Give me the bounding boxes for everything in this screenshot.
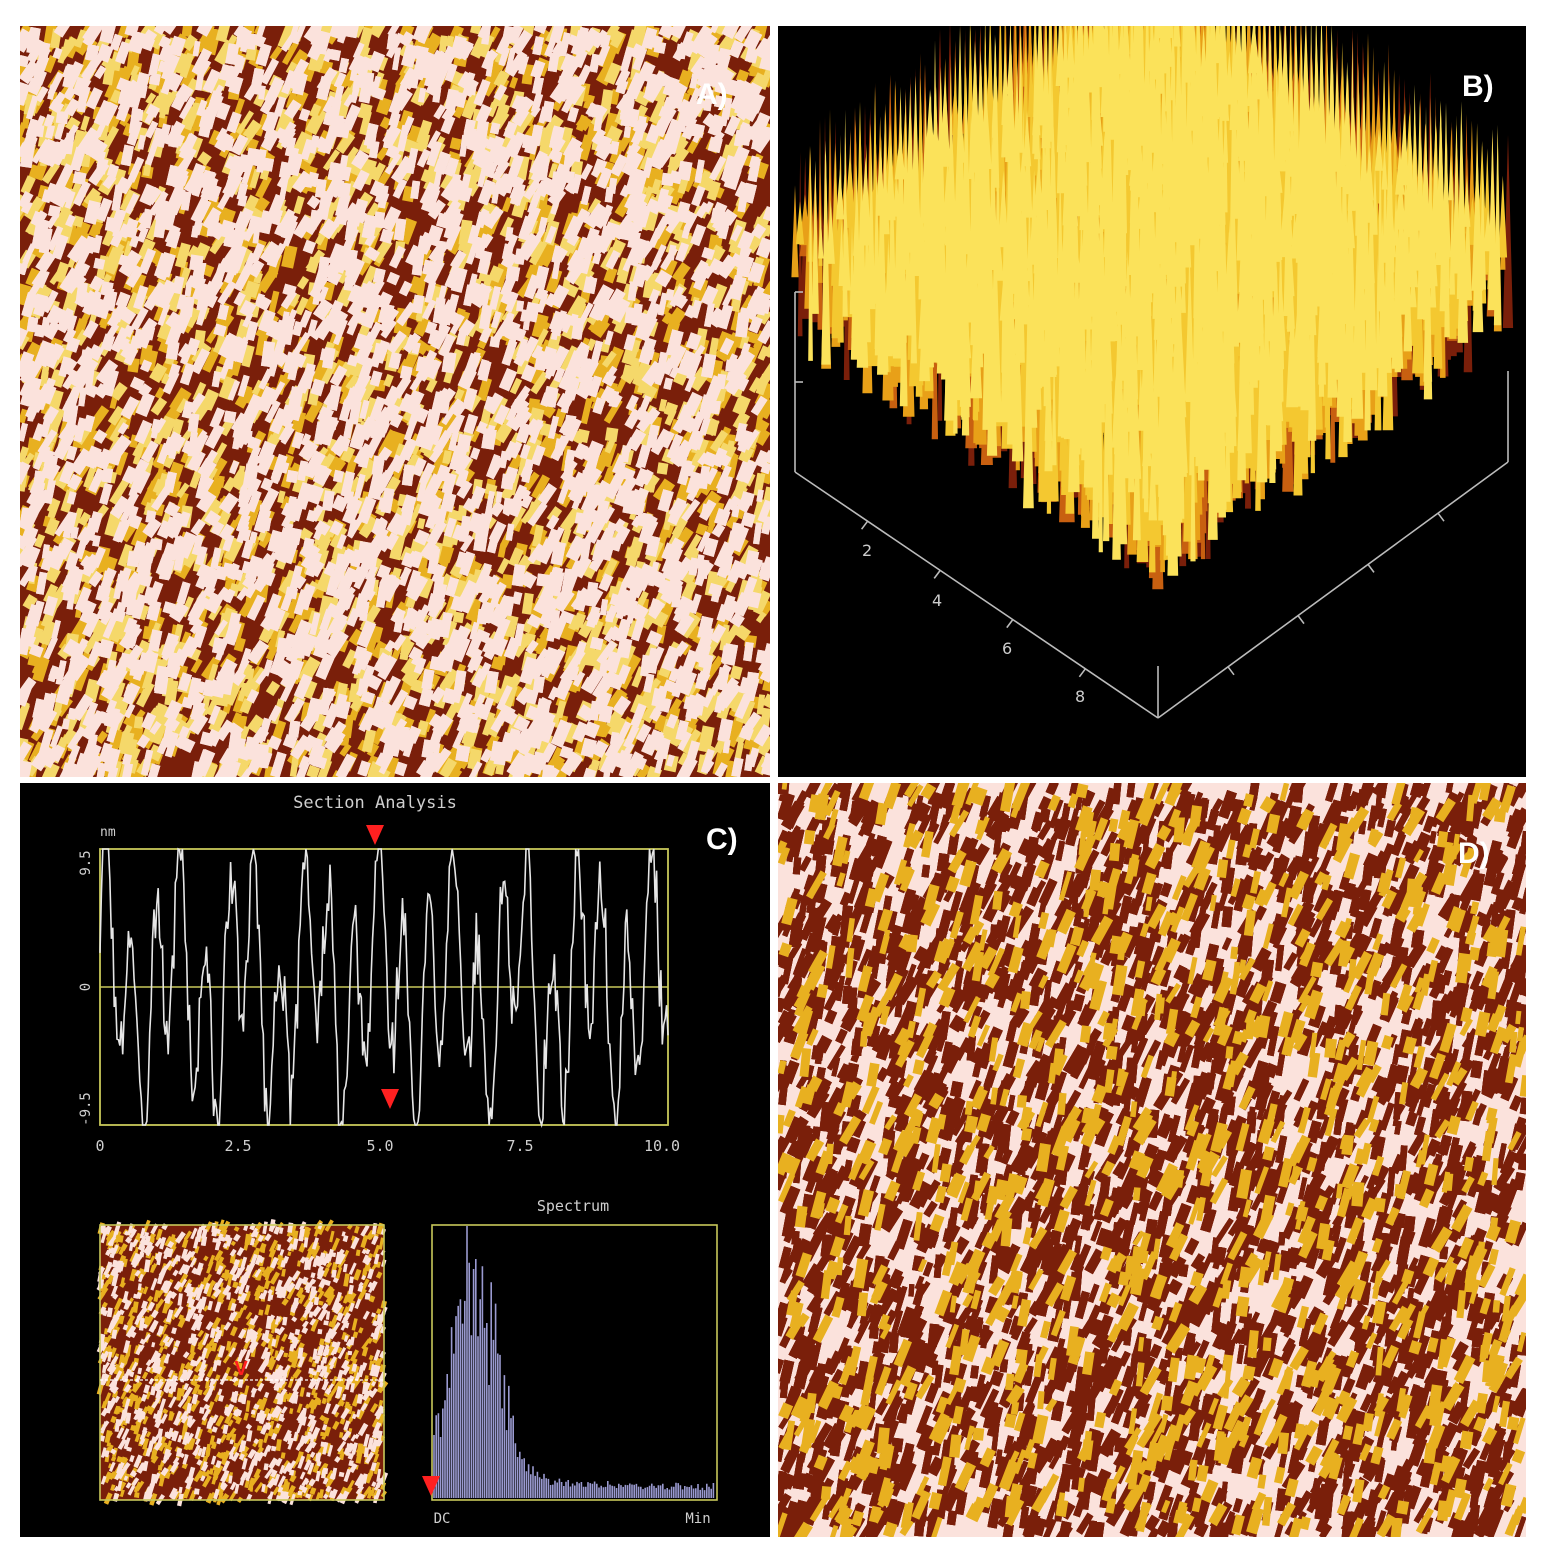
y-axis-tick (1367, 563, 1375, 573)
texture-blobs (778, 783, 1526, 1537)
panel-a-label: A) (696, 78, 728, 111)
x-tick-2-5: 2.5 (224, 1137, 251, 1155)
x-tick-10-0: 10.0 (644, 1137, 680, 1155)
spectrum-min-label: Min (685, 1511, 710, 1527)
panel-b-3d-surface: 2 4 6 8 B) (778, 26, 1526, 777)
afm-thumbnail-frame (99, 1224, 385, 1501)
x-axis-tick-labels: 2 4 6 8 (862, 541, 1085, 706)
panel-a-afm-height-image: A) (20, 26, 770, 777)
surface-peak-layer (808, 26, 1502, 576)
spectrum-dc-label: DC (434, 1511, 451, 1527)
x-tick-0: 0 (95, 1137, 104, 1155)
afm-phase-image-d (778, 783, 1526, 1537)
tick-label-2: 2 (862, 541, 872, 560)
y-axis-tick-labels: 9.5 0 -9.5 (78, 850, 94, 1126)
texture-blobs (20, 26, 770, 777)
y-axis-tick (1437, 512, 1445, 522)
tick-label-6: 6 (1002, 639, 1012, 658)
spectrum-bars (433, 1226, 715, 1498)
dc-cursor-marker (422, 1476, 440, 1496)
x-axis-tick (933, 569, 941, 579)
x-axis-tick (1078, 668, 1087, 678)
height-profile-line (99, 847, 669, 1128)
top-cursor-marker (366, 825, 384, 845)
y-axis-ticks (1227, 512, 1445, 676)
x-tick-7-5: 7.5 (506, 1137, 533, 1155)
spectrum-frame (431, 1224, 718, 1501)
thumbnail-texture (96, 1219, 389, 1507)
y-axis-tick (1297, 615, 1305, 625)
surface-texture (20, 26, 770, 777)
y-axis-line (1157, 461, 1509, 719)
x-axis-line (794, 471, 1159, 719)
spectrum-bar (433, 1226, 715, 1498)
tick-label-4: 4 (932, 591, 942, 610)
y-tick-9-5: 9.5 (78, 850, 94, 875)
y-axis-tick (1227, 666, 1235, 676)
x-axis-tick (1006, 619, 1014, 629)
panel-c-label: C) (706, 823, 738, 856)
panel-b-label: B) (1462, 70, 1494, 103)
bottom-cursor-marker (381, 1089, 399, 1109)
3d-axes (794, 291, 1509, 719)
afm-height-image-a (20, 26, 770, 777)
panel-c-section-analysis: Section Analysis nm 9.5 0 -9.5 0 2.5 5.0… (20, 783, 770, 1537)
tick-label-8: 8 (1075, 687, 1085, 706)
panel-d-afm-phase-image: D) (778, 783, 1526, 1537)
x-axis-tick-labels: 0 2.5 5.0 7.5 10.0 (95, 1137, 680, 1155)
x-axis-tick (860, 520, 869, 530)
x-axis-ticks (860, 520, 1087, 678)
y-unit-label: nm (100, 825, 116, 840)
section-analysis-view: Section Analysis nm 9.5 0 -9.5 0 2.5 5.0… (78, 793, 718, 1527)
y-tick-neg-9-5: -9.5 (78, 1092, 94, 1126)
panel-d-label: D) (1458, 837, 1490, 870)
y-tick-0: 0 (78, 983, 94, 991)
surface-texture (778, 783, 1526, 1537)
afm-3d-surface-b: 2 4 6 8 (791, 26, 1514, 719)
surface-peaks (791, 26, 1514, 590)
x-tick-5-0: 5.0 (366, 1137, 393, 1155)
section-marker: V (234, 1358, 248, 1380)
spectrum-title: Spectrum (537, 1197, 609, 1215)
section-analysis-title: Section Analysis (293, 793, 457, 813)
afm-thumbnail (96, 1219, 389, 1507)
